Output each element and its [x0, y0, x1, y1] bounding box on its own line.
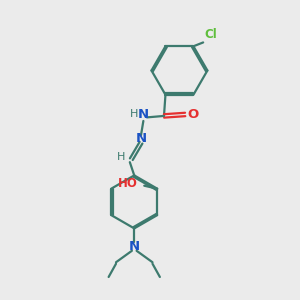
- Text: H: H: [117, 152, 125, 162]
- Text: HO: HO: [118, 177, 137, 190]
- Text: O: O: [188, 108, 199, 121]
- Text: H: H: [130, 110, 139, 119]
- Text: N: N: [136, 132, 147, 145]
- Text: N: N: [138, 108, 149, 121]
- Text: N: N: [129, 240, 140, 253]
- Text: Cl: Cl: [205, 28, 218, 41]
